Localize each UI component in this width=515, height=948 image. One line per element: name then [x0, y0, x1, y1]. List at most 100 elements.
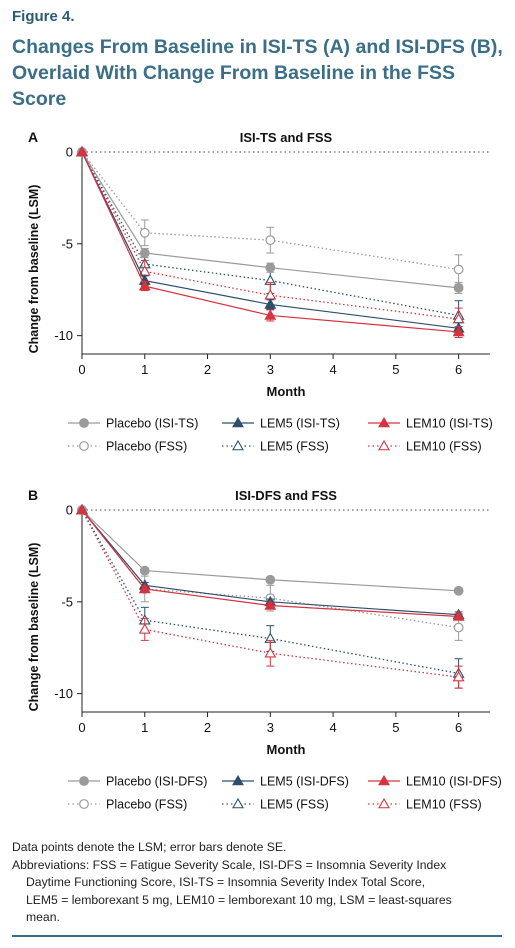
x-tick-label: 4 — [329, 720, 336, 735]
legend-item: LEM5 (ISI-TS) — [222, 417, 340, 431]
data-point — [139, 227, 150, 238]
y-axis-label: Change from baseline (LSM) — [27, 185, 41, 354]
legend-item: LEM5 (FSS) — [222, 798, 329, 812]
legend-label: Placebo (FSS) — [106, 440, 187, 454]
data-point — [265, 574, 276, 585]
legend-item: LEM10 (ISI-DFS) — [368, 775, 502, 789]
legend-label: LEM10 (ISI-TS) — [406, 417, 493, 431]
footnote-line: LEM5 = lemborexant 5 mg, LEM10 = lembore… — [26, 892, 452, 907]
y-tick-label: -10 — [54, 328, 73, 343]
y-tick-label: -10 — [54, 686, 73, 701]
data-point — [139, 248, 150, 258]
legend-item: LEM5 (FSS) — [222, 440, 329, 454]
data-point — [452, 610, 465, 621]
y-tick-label: -5 — [61, 594, 73, 609]
data-point — [264, 289, 277, 300]
legend-label: Placebo (FSS) — [106, 798, 187, 812]
x-tick-label: 0 — [78, 720, 85, 735]
legend-item: Placebo (FSS) — [68, 440, 187, 454]
legend-item: Placebo (ISI-DFS) — [68, 775, 207, 789]
x-tick-label: 2 — [204, 720, 211, 735]
x-axis-label: Month — [267, 384, 306, 399]
y-axis-label: Change from baseline (LSM) — [27, 543, 41, 712]
x-tick-label: 6 — [455, 362, 462, 377]
series-2 — [76, 503, 465, 621]
series-line — [81, 509, 459, 675]
figure-label: Figure 4. — [12, 8, 75, 25]
legend-label: LEM5 (FSS) — [260, 440, 329, 454]
legend-marker — [232, 797, 244, 809]
x-tick-label: 6 — [455, 720, 462, 735]
footnote-line: Daytime Functioning Score, ISI-TS = Inso… — [26, 875, 426, 889]
legend-item: LEM10 (FSS) — [368, 440, 482, 454]
legend-item: LEM5 (ISI-DFS) — [222, 775, 349, 789]
series-line — [81, 509, 459, 618]
data-point — [264, 647, 277, 658]
legend-label: LEM5 (ISI-DFS) — [260, 775, 349, 789]
chart-title: ISI-DFS and FSS — [235, 488, 337, 503]
x-tick-label: 5 — [392, 362, 399, 377]
y-tick-label: 0 — [66, 503, 73, 518]
series-line — [81, 509, 459, 616]
legend-label: LEM10 (FSS) — [406, 440, 482, 454]
data-point — [138, 623, 151, 634]
legend-label: LEM5 (ISI-TS) — [260, 417, 340, 431]
data-point — [264, 599, 277, 610]
footnote: Data points denote the LSM; error bars d… — [12, 839, 507, 927]
legend-marker — [79, 418, 89, 428]
y-tick-label: 0 — [66, 145, 73, 160]
series-line — [81, 151, 459, 289]
data-point — [452, 325, 465, 337]
legend-marker — [79, 776, 89, 786]
x-tick-label: 2 — [204, 362, 211, 377]
legend-marker — [378, 797, 390, 809]
series-line — [81, 151, 459, 333]
data-point — [453, 282, 464, 293]
data-point — [76, 503, 88, 515]
series-3 — [77, 505, 464, 641]
legend-marker — [232, 416, 244, 428]
legend-marker — [378, 416, 390, 428]
y-tick-label: -5 — [61, 236, 73, 251]
legend-label: LEM10 (ISI-DFS) — [406, 775, 502, 789]
series-0 — [77, 505, 464, 596]
legend-marker — [378, 774, 390, 786]
legend-marker — [79, 799, 89, 809]
legend-label: LEM5 (FSS) — [260, 798, 329, 812]
data-point — [264, 309, 277, 320]
legend-marker — [378, 439, 390, 451]
x-tick-label: 3 — [267, 720, 274, 735]
x-tick-label: 0 — [78, 362, 85, 377]
x-tick-label: 1 — [141, 720, 148, 735]
legend-marker — [232, 439, 244, 451]
footnote-line: Abbreviations: FSS = Fatigue Severity Sc… — [12, 857, 447, 872]
data-point — [138, 279, 151, 291]
legend-marker — [232, 774, 244, 786]
chart-panel-a: A ISI-TS and FSS 0 -5 -10 0 1 2 3 4 5 6 Month Change … — [27, 129, 493, 454]
series-2 — [76, 145, 465, 338]
chart-title: ISI-TS and FSS — [240, 130, 333, 145]
panel-letter: A — [28, 129, 38, 145]
footnote-line: Data points denote the LSM; error bars d… — [12, 840, 287, 854]
footnote-line: mean. — [26, 910, 60, 924]
series-line — [81, 509, 459, 592]
legend-item: Placebo (FSS) — [68, 798, 187, 812]
data-point — [264, 298, 277, 309]
bottom-rule — [12, 935, 502, 937]
x-tick-label: 4 — [329, 362, 336, 377]
data-point — [138, 582, 151, 594]
series-0 — [77, 147, 464, 294]
legend-label: Placebo (ISI-TS) — [106, 417, 198, 431]
data-point — [453, 264, 464, 275]
series-line — [81, 151, 459, 317]
data-point — [265, 235, 276, 246]
data-point — [76, 145, 88, 157]
legend-item: LEM10 (ISI-TS) — [368, 417, 493, 431]
data-point — [139, 565, 150, 576]
panel-letter: B — [28, 487, 38, 503]
data-point — [452, 671, 465, 682]
legend-marker — [79, 441, 89, 451]
data-point — [265, 262, 276, 273]
legend-label: Placebo (ISI-DFS) — [106, 775, 207, 789]
x-tick-label: 3 — [267, 362, 274, 377]
